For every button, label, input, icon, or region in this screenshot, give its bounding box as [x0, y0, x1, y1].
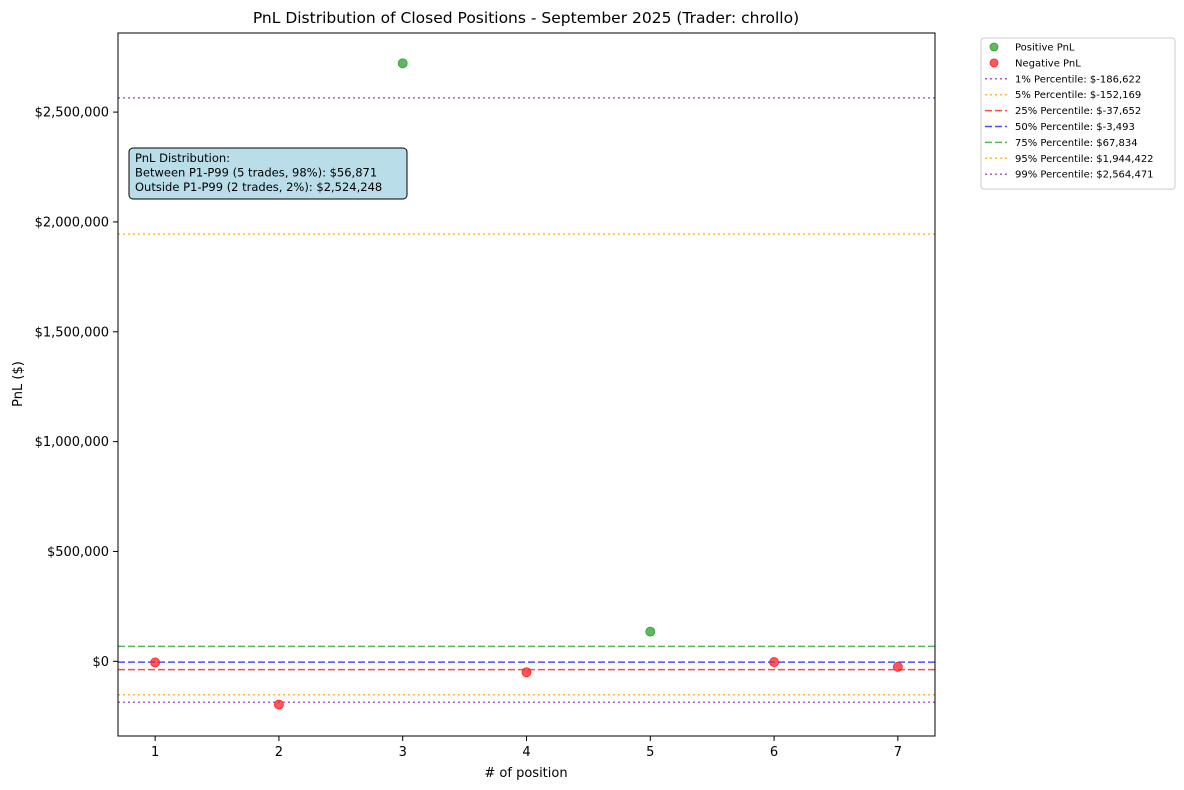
- y-tick-label: $1,000,000: [35, 435, 109, 450]
- negative-pnl-point-2: [521, 667, 532, 678]
- y-axis: $0 $500,000 $1,000,000 $1,500,000 $2,000,000…: [35, 106, 118, 670]
- annotation-box: [128, 147, 408, 200]
- legend-label: 75% Percentile: $67,834: [1015, 138, 1138, 149]
- legend-label: Positive PnL: [1015, 43, 1075, 54]
- distribution-annotation: PnL Distribution:Between P1-P99 (5 trade…: [128, 147, 408, 200]
- legend-frame: [980, 37, 1176, 190]
- legend-label: 5% Percentile: $-152,169: [1015, 90, 1141, 101]
- annotation-line-2: Outside P1-P99 (2 trades, 2%): $2,524,24…: [135, 180, 382, 194]
- y-axis-label: PnL ($): [11, 361, 26, 407]
- negative-pnl-point-1: [274, 699, 284, 710]
- x-axis: 1 2 3 4 5 6 7: [151, 736, 902, 760]
- plot-frame: [117, 32, 936, 737]
- y-tick-label: $2,000,000: [35, 215, 109, 230]
- legend-label: 25% Percentile: $-37,652: [1015, 106, 1141, 117]
- data-points: [150, 58, 903, 710]
- annotation-line-0: PnL Distribution:: [135, 151, 230, 165]
- positive-pnl-point-1: [645, 626, 656, 637]
- negative-pnl-point-0: [150, 657, 161, 668]
- legend-label: 50% Percentile: $-3,493: [1015, 122, 1135, 133]
- x-tick-label: 3: [399, 745, 407, 760]
- legend-label: 95% Percentile: $1,944,422: [1015, 154, 1154, 165]
- positive-pnl-point-0: [397, 58, 408, 69]
- y-tick-label: $2,500,000: [35, 106, 109, 121]
- legend-label: 1% Percentile: $-186,622: [1015, 74, 1141, 85]
- x-tick-label: 7: [894, 745, 902, 760]
- x-tick-label: 1: [151, 745, 159, 760]
- x-tick-label: 4: [522, 745, 530, 760]
- y-tick-label: $0: [92, 655, 109, 670]
- x-tick-label: 6: [770, 745, 778, 760]
- percentile-lines: [118, 97, 935, 704]
- x-tick-label: 2: [275, 745, 283, 760]
- legend-marker-0: [989, 42, 999, 52]
- x-axis-label: # of position: [484, 766, 567, 781]
- legend-label: 99% Percentile: $2,564,471: [1015, 170, 1154, 181]
- y-tick-label: $500,000: [47, 545, 109, 560]
- legend-marker-1: [989, 58, 999, 68]
- y-tick-label: $1,500,000: [35, 325, 109, 340]
- annotation-line-1: Between P1-P99 (5 trades, 98%): $56,871: [135, 166, 377, 180]
- negative-pnl-point-4: [892, 661, 903, 672]
- legend-label: Negative PnL: [1015, 58, 1081, 69]
- negative-pnl-point-3: [769, 657, 779, 667]
- chart-title: PnL Distribution of Closed Positions - S…: [253, 9, 799, 27]
- legend: Positive PnL Negative PnL 1% Percentile: $…: [980, 37, 1176, 190]
- x-tick-label: 5: [646, 745, 654, 760]
